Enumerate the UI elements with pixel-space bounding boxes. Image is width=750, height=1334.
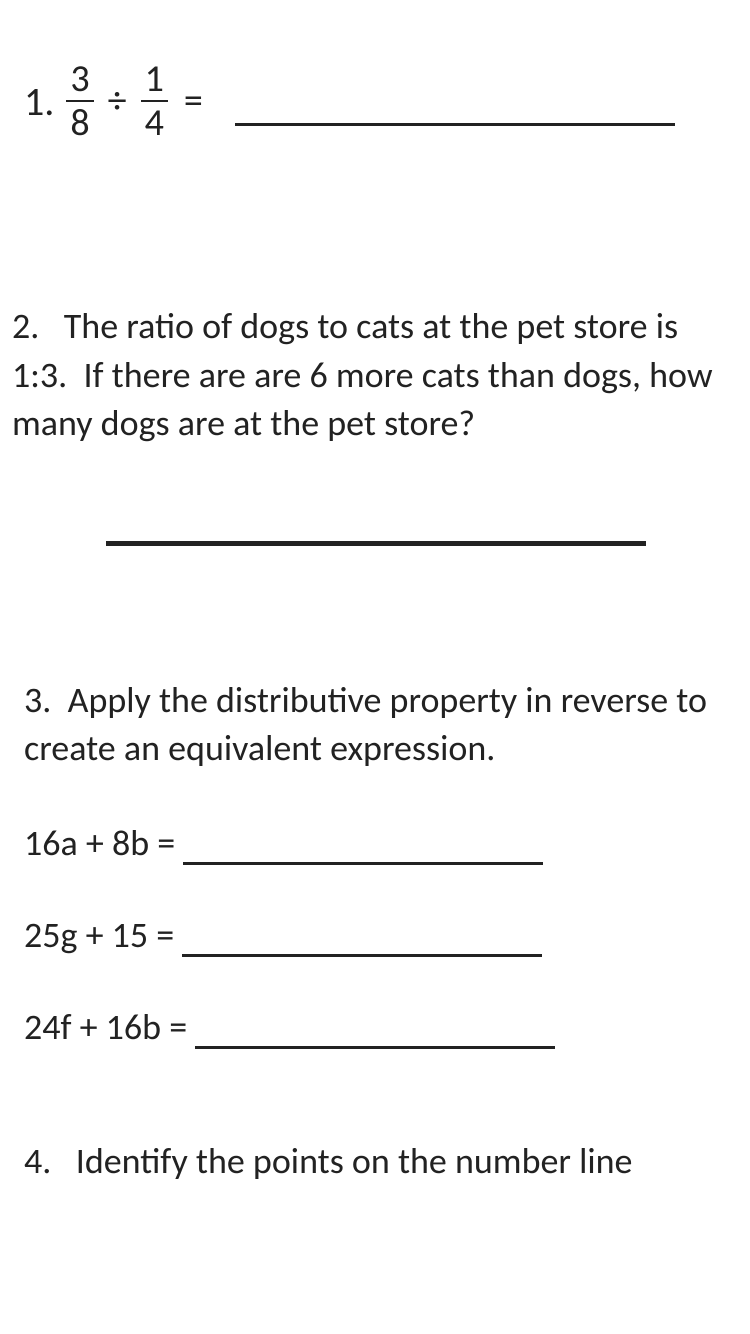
- expr-1-blank: [183, 833, 543, 865]
- question-3: 3. Apply the distributive property in re…: [10, 676, 740, 1049]
- fraction-2-denominator: 4: [141, 100, 168, 142]
- expression-row-2: 25g + 15 =: [24, 913, 740, 957]
- expr-2-label: 25g + 15 =: [24, 913, 174, 957]
- equals-sign: =: [180, 78, 207, 124]
- question-2: 2. The ratio of dogs to cats at the pet …: [10, 302, 740, 546]
- divide-operator: ÷: [106, 78, 129, 124]
- fraction-1-denominator: 8: [66, 100, 93, 142]
- expr-3-blank: [195, 1017, 555, 1049]
- fraction-1: 3 8: [66, 60, 93, 142]
- q2-answer-blank: [106, 538, 646, 546]
- q2-text: 2. The ratio of dogs to cats at the pet …: [12, 302, 740, 448]
- question-4: 4. Identify the points on the number lin…: [10, 1139, 740, 1183]
- expr-1-label: 16a + 8b =: [24, 821, 175, 865]
- expr-3-label: 24f + 16b =: [24, 1005, 187, 1049]
- fraction-2-numerator: 1: [141, 60, 168, 100]
- q2-blank-wrap: [12, 538, 740, 546]
- q3-text: 3. Apply the distributive property in re…: [24, 676, 740, 773]
- expression-row-3: 24f + 16b =: [24, 1005, 740, 1049]
- fraction-1-numerator: 3: [66, 60, 93, 100]
- q1-answer-blank: [235, 90, 675, 126]
- expr-2-blank: [182, 925, 542, 957]
- question-1: 1. 3 8 ÷ 1 4 =: [10, 0, 740, 142]
- expression-row-1: 16a + 8b =: [24, 821, 740, 865]
- fraction-2: 1 4: [141, 60, 168, 142]
- q1-number: 1.: [24, 77, 54, 126]
